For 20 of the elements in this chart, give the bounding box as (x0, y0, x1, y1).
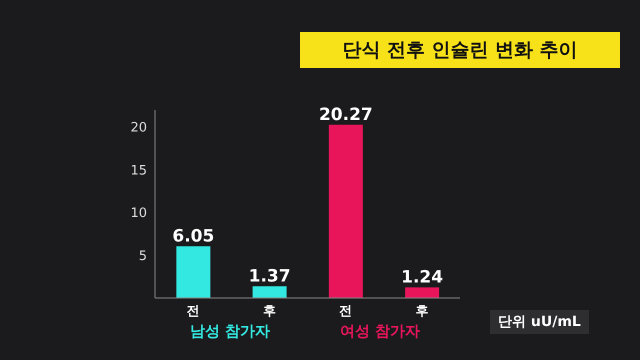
bar (176, 246, 210, 298)
data-label: 20.27 (318, 104, 373, 125)
x-tick-label: 전 (186, 304, 200, 320)
bar (328, 124, 363, 298)
bar (252, 286, 287, 298)
text: 여성 참가자 (338, 322, 422, 341)
data-label: 6.05 (172, 226, 214, 246)
text: 남성 참가자 (188, 322, 272, 341)
y-tick-label: 5 (138, 248, 147, 264)
y-tick-label: 20 (130, 120, 147, 136)
data-label: 1.24 (401, 267, 444, 288)
x-tick-label: 후 (262, 304, 276, 320)
text: 단위 uU/mL (490, 310, 589, 334)
data-label: 1.37 (248, 266, 291, 286)
chart-title: 단식 전후 인슐린 변화 추이 (300, 32, 620, 68)
x-tick-label: 후 (415, 304, 428, 320)
x-tick-label: 전 (339, 304, 352, 320)
bar (405, 287, 440, 298)
y-tick-label: 15 (130, 163, 147, 178)
y-tick-label: 10 (130, 206, 147, 222)
